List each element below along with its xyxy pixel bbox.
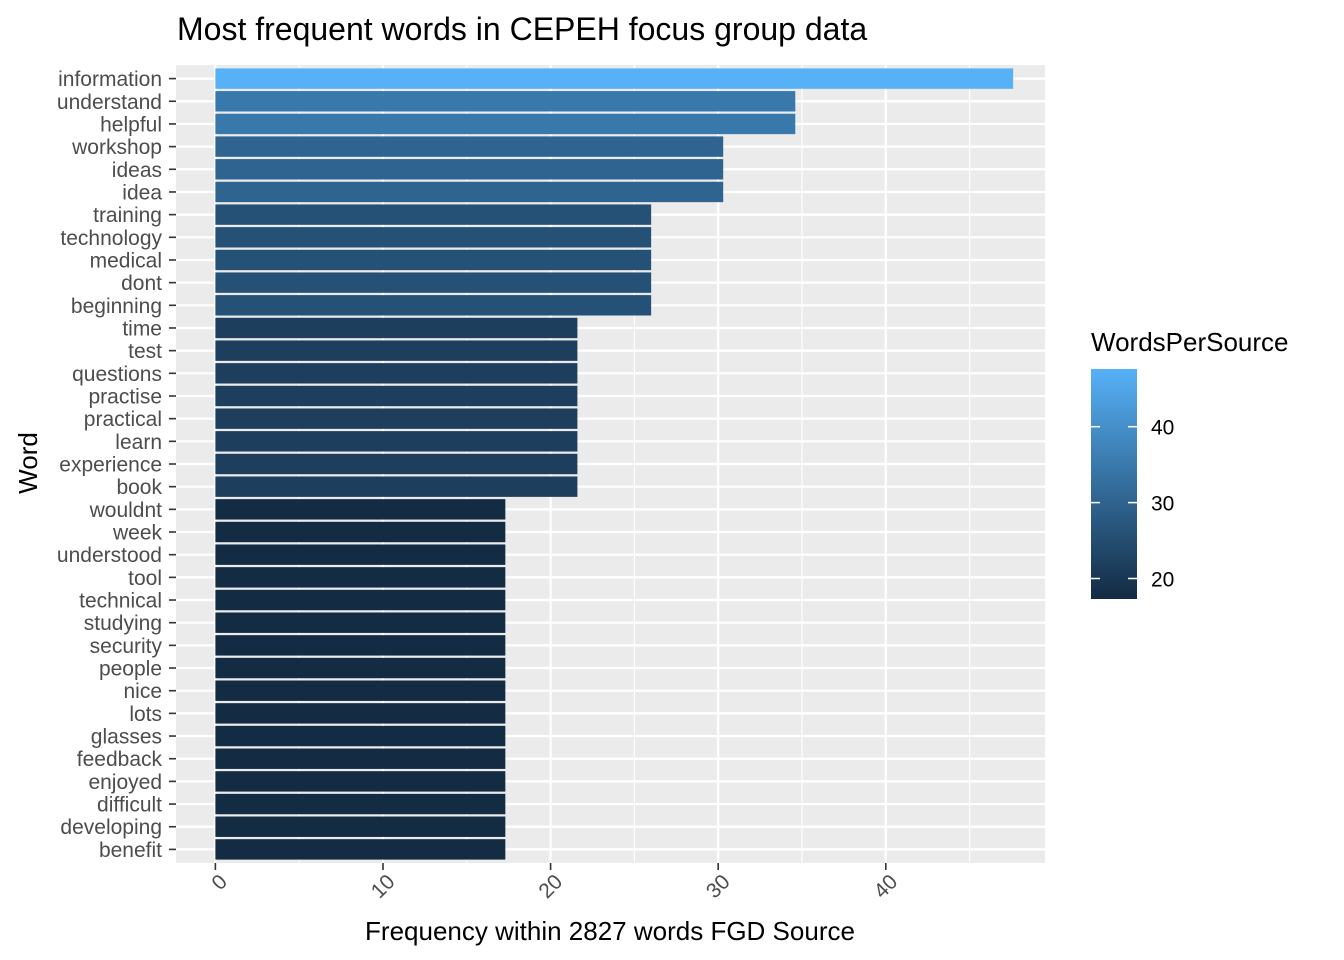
x-axis: 0 10 20 30 40 bbox=[207, 863, 902, 903]
legend-title: WordsPerSource bbox=[1091, 327, 1289, 357]
bar-time bbox=[215, 317, 578, 339]
bar-wouldnt bbox=[215, 499, 506, 520]
y-tick-label: week bbox=[112, 522, 163, 545]
y-tick-label: people bbox=[99, 658, 162, 681]
y-tick-label: beginning bbox=[71, 295, 162, 318]
bar-dont bbox=[215, 272, 652, 293]
y-tick-label: experience bbox=[59, 454, 162, 477]
y-tick-label: book bbox=[116, 476, 162, 499]
x-tick-label: 0 bbox=[207, 870, 232, 895]
y-tick-label: questions bbox=[72, 363, 162, 386]
y-tick-label: enjoyed bbox=[88, 771, 162, 794]
bar-information bbox=[215, 68, 1014, 89]
bar-idea bbox=[215, 181, 724, 203]
bar-difficult bbox=[215, 793, 506, 815]
y-tick-label: idea bbox=[122, 181, 162, 204]
bar-technology bbox=[215, 227, 652, 248]
bar-test bbox=[215, 340, 578, 361]
bar-understood bbox=[215, 544, 506, 565]
y-tick-label: studying bbox=[84, 612, 162, 635]
bar-tool bbox=[215, 567, 506, 588]
legend-ticks: 20 30 40 bbox=[1091, 417, 1174, 592]
y-tick-label: security bbox=[90, 635, 163, 658]
y-tick-label: information bbox=[58, 68, 162, 91]
y-tick-label: technical bbox=[79, 590, 162, 613]
bar-medical bbox=[215, 249, 652, 271]
y-tick-label: wouldnt bbox=[89, 499, 163, 522]
y-tick-label: training bbox=[93, 204, 162, 227]
y-tick-label: technology bbox=[60, 227, 162, 250]
bar-experience bbox=[215, 453, 578, 475]
bar-book bbox=[215, 476, 578, 497]
legend-tick-label: 40 bbox=[1151, 417, 1174, 440]
legend-tick-label: 20 bbox=[1151, 569, 1174, 592]
x-tick-label: 40 bbox=[870, 870, 903, 903]
bar-security bbox=[215, 635, 506, 656]
x-axis-title: Frequency within 2827 words FGD Source bbox=[365, 916, 855, 946]
y-tick-label: dont bbox=[121, 272, 162, 295]
x-tick-label: 30 bbox=[702, 870, 735, 903]
legend: WordsPerSource 20 30 40 bbox=[1091, 327, 1289, 599]
bar-feedback bbox=[215, 748, 506, 769]
y-tick-label: feedback bbox=[77, 748, 163, 771]
y-tick-label: helpful bbox=[100, 113, 162, 136]
legend-tick-label: 30 bbox=[1151, 493, 1174, 516]
y-tick-label: workshop bbox=[71, 136, 162, 159]
y-tick-label: practise bbox=[88, 385, 162, 408]
bar-beginning bbox=[215, 295, 652, 316]
x-tick-label: 10 bbox=[367, 870, 400, 903]
y-tick-label: understood bbox=[57, 544, 162, 567]
legend-colorbar bbox=[1091, 369, 1137, 599]
bar-technical bbox=[215, 589, 506, 611]
bar-learn bbox=[215, 431, 578, 452]
bar-studying bbox=[215, 612, 506, 633]
bar-helpful bbox=[215, 113, 796, 135]
y-tick-label: lots bbox=[129, 703, 162, 726]
y-axis: informationunderstandhelpfulworkshopidea… bbox=[57, 68, 176, 862]
chart-title: Most frequent words in CEPEH focus group… bbox=[177, 11, 867, 47]
y-tick-label: practical bbox=[84, 408, 162, 431]
y-tick-label: medical bbox=[90, 249, 162, 272]
y-tick-label: learn bbox=[115, 431, 162, 454]
bar-workshop bbox=[215, 136, 724, 157]
bar-questions bbox=[215, 363, 578, 384]
y-tick-label: developing bbox=[60, 816, 162, 839]
y-tick-label: nice bbox=[123, 680, 162, 703]
y-tick-label: tool bbox=[128, 567, 162, 590]
bar-people bbox=[215, 657, 506, 679]
bar-practical bbox=[215, 408, 578, 429]
bar-developing bbox=[215, 816, 506, 837]
y-tick-label: ideas bbox=[112, 159, 162, 182]
x-tick-label: 20 bbox=[534, 870, 567, 903]
bar-understand bbox=[215, 91, 796, 112]
bar-lots bbox=[215, 703, 506, 724]
y-tick-label: test bbox=[128, 340, 162, 363]
y-axis-title: Word bbox=[13, 432, 43, 494]
bar-ideas bbox=[215, 159, 724, 180]
y-tick-label: difficult bbox=[97, 794, 162, 817]
bar-nice bbox=[215, 680, 506, 701]
y-tick-label: benefit bbox=[99, 839, 162, 862]
bar-practise bbox=[215, 385, 578, 407]
bar-glasses bbox=[215, 725, 506, 747]
y-tick-label: time bbox=[122, 317, 162, 340]
bar-training bbox=[215, 204, 652, 225]
y-tick-label: understand bbox=[57, 91, 162, 114]
bars bbox=[215, 68, 1014, 860]
bar-benefit bbox=[215, 839, 506, 860]
y-tick-label: glasses bbox=[91, 726, 162, 749]
bar-enjoyed bbox=[215, 771, 506, 792]
bar-week bbox=[215, 521, 506, 543]
